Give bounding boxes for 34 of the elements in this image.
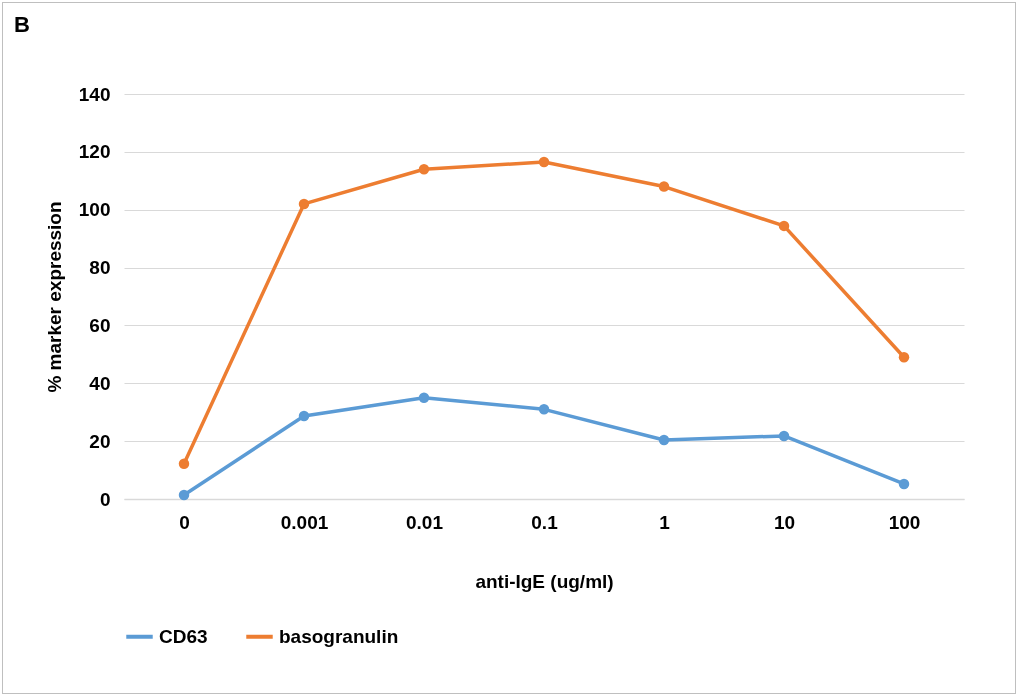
- x-tick-label: 0: [179, 511, 190, 533]
- y-tick-label: 0: [99, 488, 111, 510]
- x-axis-title: anti-IgE (ug/ml): [475, 570, 614, 592]
- y-tick-label: 20: [89, 430, 111, 452]
- y-tick-label: 120: [78, 141, 111, 163]
- y-tick-label: 60: [89, 314, 111, 336]
- point: [418, 392, 430, 403]
- point: [538, 156, 550, 168]
- point: [298, 198, 310, 210]
- point: [778, 220, 790, 232]
- point: [418, 163, 430, 175]
- text: B: [14, 12, 30, 38]
- y-tick-label: 40: [89, 372, 111, 394]
- point: [658, 434, 670, 446]
- x-tick-label: 10: [773, 511, 796, 533]
- point: [778, 430, 790, 442]
- x-tick-label: 0.001: [280, 511, 329, 533]
- point: [658, 181, 670, 192]
- y-tick-label: 80: [89, 257, 111, 279]
- point: [298, 410, 310, 422]
- legend-label: basogranulin: [279, 625, 399, 647]
- point: [538, 404, 550, 415]
- point: [898, 352, 910, 363]
- x-tick-label: 1: [659, 511, 671, 533]
- y-tick-label: 140: [78, 83, 111, 105]
- point: [898, 478, 910, 490]
- x-tick-label: 0.1: [531, 511, 559, 533]
- x-tick-label: 100: [888, 511, 921, 533]
- y-axis-title: % marker expression: [43, 201, 65, 393]
- point: [178, 489, 190, 501]
- x-tick-label: 0.01: [406, 511, 444, 533]
- point: [178, 458, 190, 469]
- legend-label: CD63: [159, 625, 208, 647]
- y-tick-label: 100: [78, 199, 111, 221]
